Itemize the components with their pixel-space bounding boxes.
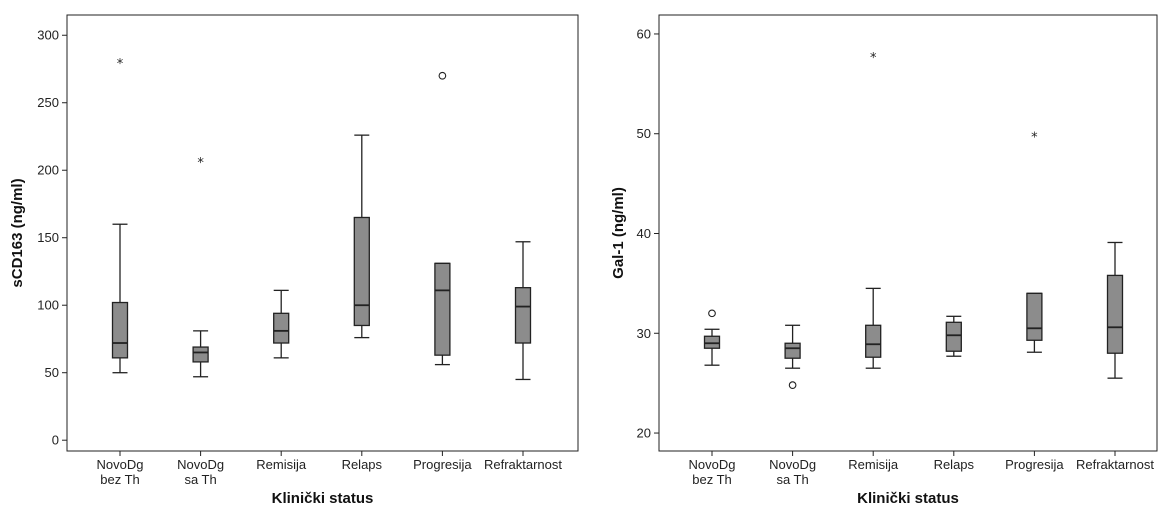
x-tick-label: Refraktarnost	[1076, 457, 1154, 472]
plot-frame	[658, 14, 1158, 452]
y-tick-label: 60	[637, 26, 651, 41]
outlier-star: *	[197, 156, 204, 171]
x-tick-label: NovoDg bez Th	[97, 457, 144, 487]
box-iqr	[514, 287, 532, 344]
outlier-star: *	[870, 51, 877, 66]
x-tick-label: Remisija	[848, 457, 899, 472]
scd163-boxplot: 0 50 100 150 200 250 300 NovoDg bez Th NovoDg sa T…	[9, 14, 579, 507]
box-iqr	[1106, 274, 1124, 354]
outlier-circle	[788, 381, 797, 390]
y-axis-title: sCD163 (ng/ml)	[9, 178, 26, 287]
box-iqr	[703, 335, 721, 349]
box-2	[865, 287, 882, 369]
box-iqr	[192, 346, 209, 363]
outlier-circle	[708, 309, 716, 318]
x-tick-label: Remisija	[256, 457, 307, 472]
box-1	[784, 324, 801, 369]
y-tick-label: 0	[52, 433, 59, 448]
box-5	[514, 241, 532, 381]
box-iqr	[273, 312, 290, 344]
outlier-star: *	[1031, 131, 1038, 146]
x-tick-label: NovoDg sa Th	[177, 457, 224, 487]
y-tick-label: 50	[637, 126, 651, 141]
box-iqr	[111, 301, 129, 359]
box-5	[1106, 241, 1124, 379]
x-tick-label: NovoDg sa Th	[769, 457, 816, 487]
outlier-circle	[438, 71, 447, 80]
box-2	[273, 289, 290, 359]
box-iqr	[865, 324, 882, 358]
box-iqr	[784, 342, 801, 359]
y-tick-label: 300	[37, 28, 59, 43]
box-iqr	[1026, 292, 1043, 341]
x-axis-title: Klinički status	[272, 490, 374, 507]
y-axis-title: Gal-1 (ng/ml)	[610, 187, 627, 279]
box-iqr	[945, 321, 962, 352]
y-tick-label: 20	[637, 426, 651, 441]
box-iqr	[434, 262, 451, 356]
box-3	[945, 315, 962, 357]
x-tick-label: Relaps	[934, 457, 975, 472]
x-tick-label: Relaps	[342, 457, 383, 472]
box-iqr	[353, 216, 370, 327]
box-1	[192, 330, 209, 378]
box-0	[111, 223, 129, 374]
x-tick-label: NovoDg bez Th	[689, 457, 736, 487]
y-tick-label: 30	[637, 326, 651, 341]
box-0	[703, 328, 721, 366]
x-axis-title: Klinički status	[857, 490, 959, 507]
y-tick-label: 150	[37, 230, 59, 245]
gal1-boxplot: 20 30 40 50 60 NovoDg bez Th NovoDg sa Th Remisij…	[610, 14, 1158, 507]
box-4	[1026, 292, 1043, 353]
box-4	[434, 262, 451, 366]
y-tick-label: 250	[37, 95, 59, 110]
y-tick-label: 40	[637, 226, 651, 241]
outlier-star: *	[117, 57, 124, 72]
y-tick-label: 100	[37, 298, 59, 313]
x-tick-label: Refraktarnost	[484, 457, 562, 472]
x-tick-label: Progresija	[1005, 457, 1064, 472]
x-tick-label: Progresija	[413, 457, 472, 472]
y-tick-label: 50	[45, 365, 59, 380]
plot-frame	[66, 14, 579, 452]
y-tick-label: 200	[37, 163, 59, 178]
box-3	[353, 134, 370, 339]
